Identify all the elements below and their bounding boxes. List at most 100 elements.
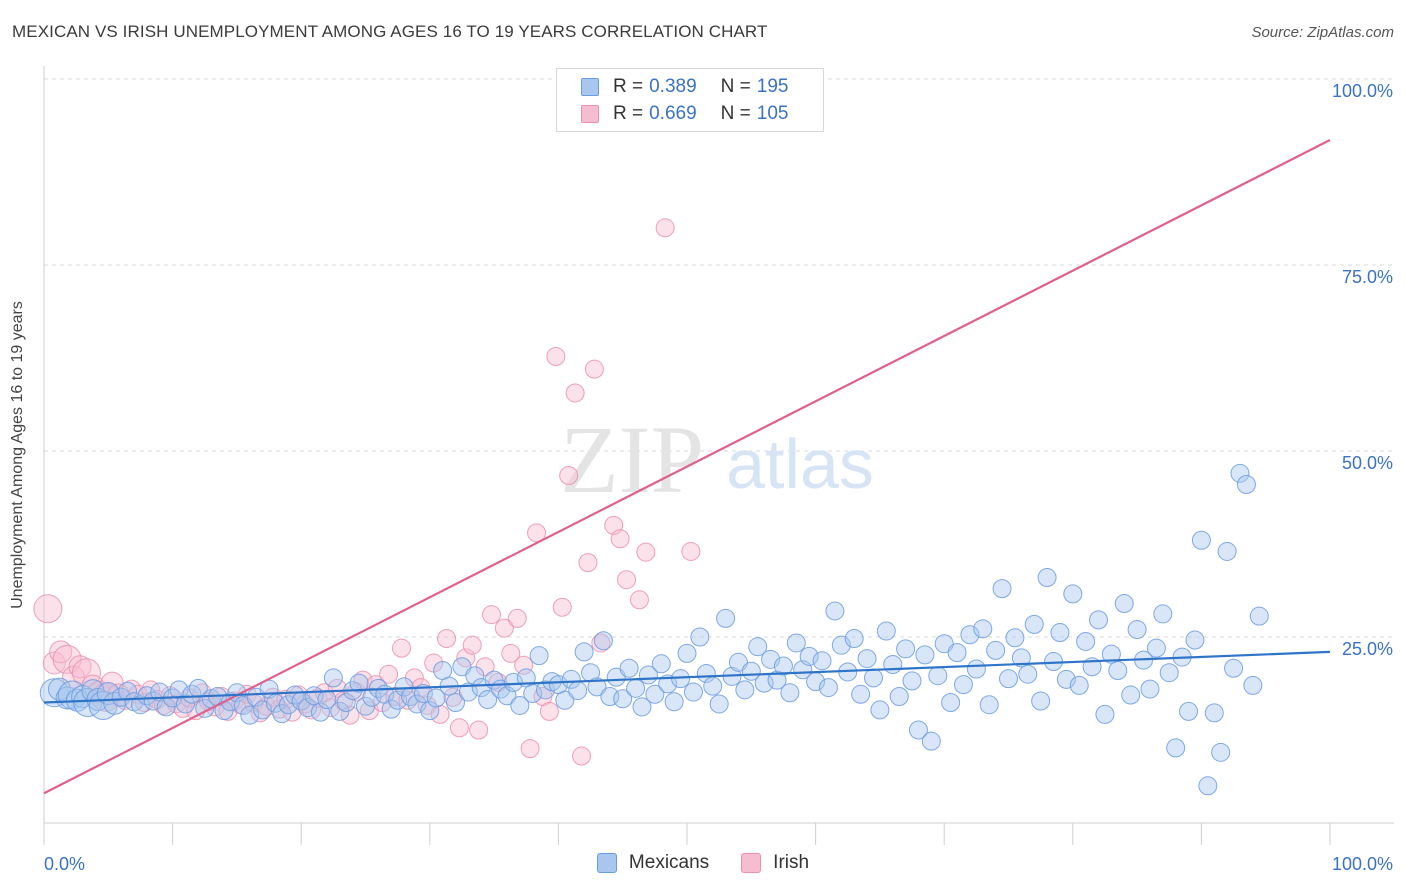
mexican-point bbox=[992, 579, 1012, 599]
mexican-point bbox=[574, 642, 594, 662]
legend-n-value: 195 bbox=[756, 76, 789, 97]
mexican-point bbox=[137, 686, 157, 706]
mexican-point bbox=[529, 646, 549, 666]
mexican-point bbox=[664, 692, 684, 712]
irish-trend-line bbox=[43, 139, 1331, 795]
mexican-point bbox=[1005, 628, 1025, 648]
legend-r-value: 0.669 bbox=[649, 103, 697, 124]
mexican-point bbox=[310, 702, 330, 722]
mexican-point bbox=[503, 672, 523, 692]
trend-layer bbox=[43, 139, 1331, 795]
mexican-point bbox=[709, 694, 729, 714]
mexican-point bbox=[908, 720, 928, 740]
mexican-point bbox=[870, 700, 890, 720]
mexican-point bbox=[1230, 463, 1250, 483]
mexican-point bbox=[986, 640, 1006, 660]
mexican-point bbox=[1159, 663, 1179, 683]
mexican-point bbox=[568, 681, 588, 701]
irish-point bbox=[520, 739, 540, 759]
mexicans-trend-line bbox=[43, 650, 1331, 704]
irish-point bbox=[617, 570, 637, 590]
irish-point bbox=[610, 529, 630, 549]
source-label: Source: ZipAtlas.com bbox=[1251, 24, 1394, 41]
mexican-point bbox=[651, 654, 671, 674]
mexican-point bbox=[1011, 648, 1031, 668]
irish-point bbox=[392, 638, 412, 658]
mexican-point bbox=[780, 683, 800, 703]
mexican-point bbox=[966, 659, 986, 679]
irish-point bbox=[572, 746, 592, 766]
y-axis-label: Unemployment Among Ages 16 to 19 years bbox=[9, 301, 26, 609]
x-tick-label: 0.0% bbox=[44, 854, 85, 874]
mexican-point bbox=[1127, 620, 1147, 640]
mexican-point bbox=[478, 689, 498, 709]
mexican-point bbox=[883, 655, 903, 675]
mexican-point bbox=[973, 619, 993, 639]
mexican-point bbox=[510, 695, 530, 715]
irish-point bbox=[68, 655, 92, 679]
mexican-point bbox=[1050, 623, 1070, 643]
mexican-point bbox=[1089, 610, 1109, 630]
irish-point bbox=[437, 628, 457, 648]
irish-point bbox=[33, 594, 63, 624]
x-tick-label: 100.0% bbox=[1332, 854, 1393, 874]
mexican-point bbox=[979, 695, 999, 715]
mexican-point bbox=[716, 608, 736, 628]
mexican-points bbox=[39, 463, 1269, 796]
irish-point bbox=[629, 590, 649, 610]
series-legend-mexicans: Mexicans bbox=[596, 852, 710, 874]
mexican-point bbox=[921, 731, 941, 751]
irish-point bbox=[578, 553, 598, 573]
mexican-point bbox=[1037, 567, 1057, 587]
mexican-point bbox=[1108, 660, 1128, 680]
correlation-legend: R = 0.389 N = 195 R = 0.669 N = 105 bbox=[556, 68, 824, 132]
mexican-point bbox=[960, 625, 980, 645]
mexican-point bbox=[446, 692, 466, 712]
irish-point bbox=[559, 466, 579, 486]
irish-point bbox=[591, 633, 611, 653]
mexican-point bbox=[323, 668, 343, 688]
irish-point bbox=[430, 704, 450, 724]
watermark-zip: ZIP bbox=[560, 406, 704, 513]
mexican-point bbox=[169, 680, 189, 700]
irish-point bbox=[546, 347, 566, 367]
mexican-point bbox=[1031, 691, 1051, 711]
mexican-point bbox=[896, 639, 916, 659]
watermark-atlas: atlas bbox=[726, 425, 874, 503]
mexican-point bbox=[889, 687, 909, 707]
mexican-point bbox=[1179, 701, 1199, 721]
series-legend: Mexicans Irish bbox=[0, 852, 1406, 874]
mexican-point bbox=[818, 678, 838, 698]
mexican-point bbox=[523, 684, 543, 704]
series-label-irish: Irish bbox=[773, 852, 810, 873]
mexican-point bbox=[947, 643, 967, 663]
mexican-point bbox=[394, 677, 414, 697]
mexican-point bbox=[1243, 675, 1263, 695]
legend-r-value: 0.389 bbox=[649, 76, 697, 97]
mexican-point bbox=[876, 621, 896, 641]
mexican-point bbox=[1076, 631, 1096, 651]
mexican-point bbox=[619, 658, 639, 678]
mexican-point bbox=[632, 697, 652, 717]
mexican-point bbox=[1224, 658, 1244, 678]
mexican-point bbox=[240, 705, 260, 725]
irish-point bbox=[379, 664, 399, 684]
legend-swatch-irish bbox=[581, 105, 599, 123]
series-legend-irish: Irish bbox=[741, 852, 809, 874]
mexican-point bbox=[1198, 776, 1218, 796]
mexican-point bbox=[825, 601, 845, 621]
irish-point bbox=[42, 651, 66, 675]
mexican-point bbox=[298, 698, 318, 718]
mexican-point bbox=[953, 675, 973, 695]
series-label-mexicans: Mexicans bbox=[628, 852, 710, 873]
mexican-point bbox=[1191, 530, 1211, 550]
mexican-point bbox=[812, 651, 832, 671]
mexican-point bbox=[1024, 614, 1044, 634]
mexican-point bbox=[658, 674, 678, 694]
mexican-point bbox=[645, 684, 665, 704]
mexican-point bbox=[1063, 584, 1083, 604]
irish-point bbox=[655, 218, 675, 238]
mexican-point bbox=[587, 677, 607, 697]
mexican-point bbox=[420, 701, 440, 721]
mexican-point bbox=[1166, 738, 1186, 758]
